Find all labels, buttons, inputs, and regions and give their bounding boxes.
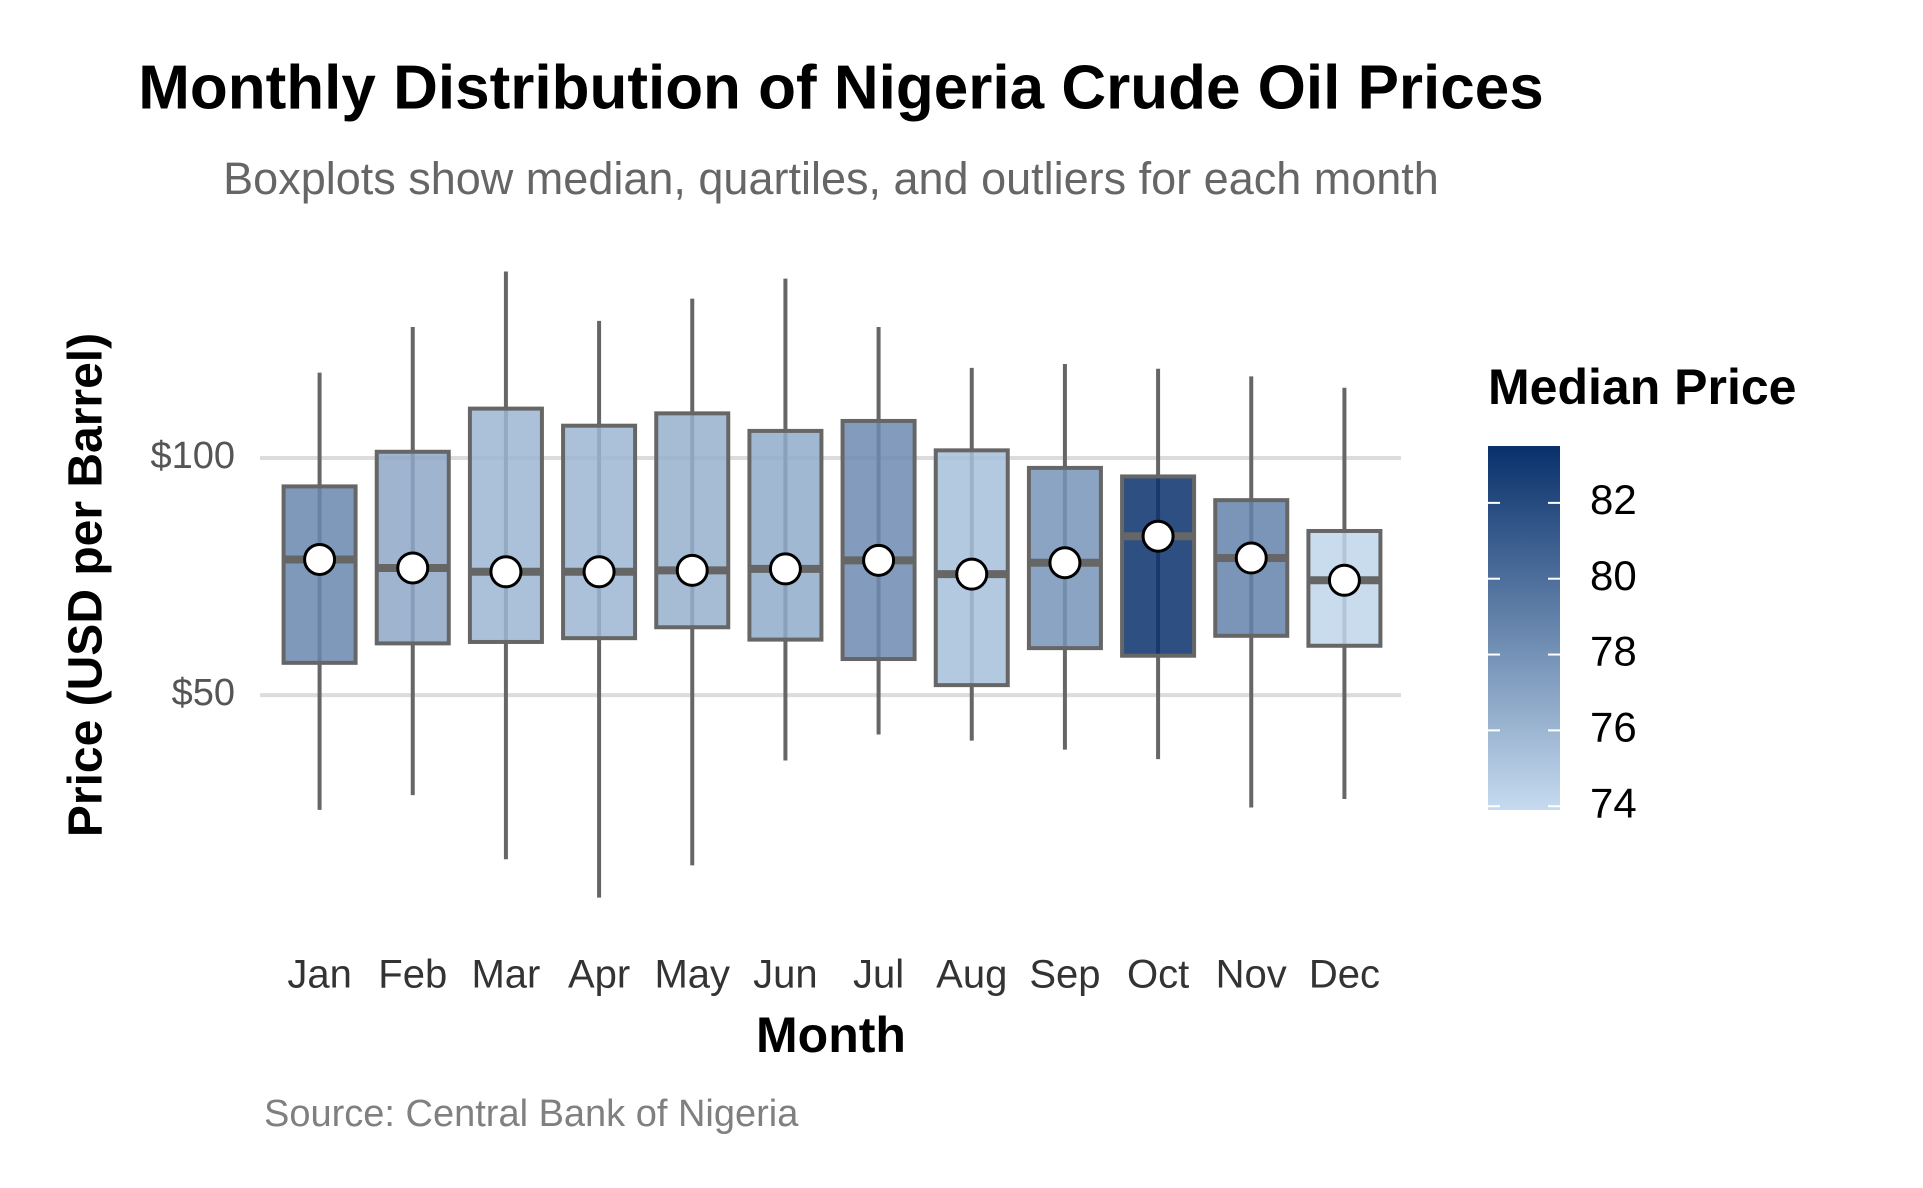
- colorbar-label: 80: [1590, 552, 1637, 599]
- box: [1120, 474, 1197, 658]
- chart-subtitle: Boxplots show median, quartiles, and out…: [223, 153, 1439, 204]
- x-tick-label: Jul: [853, 953, 904, 997]
- x-tick-label: Dec: [1309, 953, 1380, 997]
- box: [747, 428, 824, 642]
- source-note: Source: Central Bank of Nigeria: [264, 1093, 799, 1135]
- colorbar-label: 76: [1590, 703, 1637, 750]
- x-tick-label: Aug: [936, 953, 1007, 997]
- median-point: [303, 542, 337, 576]
- x-axis-title: Month: [756, 1007, 906, 1063]
- median-point: [675, 553, 709, 587]
- median-point: [1048, 546, 1082, 580]
- x-tick-label: May: [654, 953, 730, 997]
- y-axis-title: Price (USD per Barrel): [60, 333, 113, 837]
- box: [374, 449, 451, 646]
- box: [467, 406, 544, 644]
- y-tick-label: $100: [150, 435, 235, 477]
- box: [561, 423, 638, 641]
- median-point: [489, 555, 523, 589]
- x-tick-label: Sep: [1029, 953, 1100, 997]
- chart-title: Monthly Distribution of Nigeria Crude Oi…: [138, 53, 1543, 122]
- x-tick-label: Nov: [1216, 953, 1287, 997]
- x-tick-label: Mar: [471, 953, 540, 997]
- x-tick-label: Apr: [568, 953, 630, 997]
- median-point: [955, 557, 989, 591]
- median-point: [582, 555, 616, 589]
- colorbar-label: 74: [1590, 779, 1637, 826]
- median-point: [862, 543, 896, 577]
- box: [840, 418, 917, 662]
- colorbar-label: 78: [1590, 628, 1637, 675]
- colorbar-label: 82: [1590, 476, 1637, 523]
- y-tick-label: $50: [172, 672, 235, 714]
- colorbar: [1488, 446, 1560, 810]
- median-point: [1327, 563, 1361, 597]
- box: [654, 411, 731, 630]
- median-point: [1234, 541, 1268, 575]
- median-point: [1141, 519, 1175, 553]
- median-point: [396, 551, 430, 585]
- x-tick-label: Oct: [1127, 953, 1189, 997]
- median-point: [768, 552, 802, 586]
- legend-title: Median Price: [1488, 359, 1796, 415]
- x-tick-label: Feb: [378, 953, 447, 997]
- x-tick-label: Jan: [287, 953, 352, 997]
- x-tick-label: Jun: [753, 953, 818, 997]
